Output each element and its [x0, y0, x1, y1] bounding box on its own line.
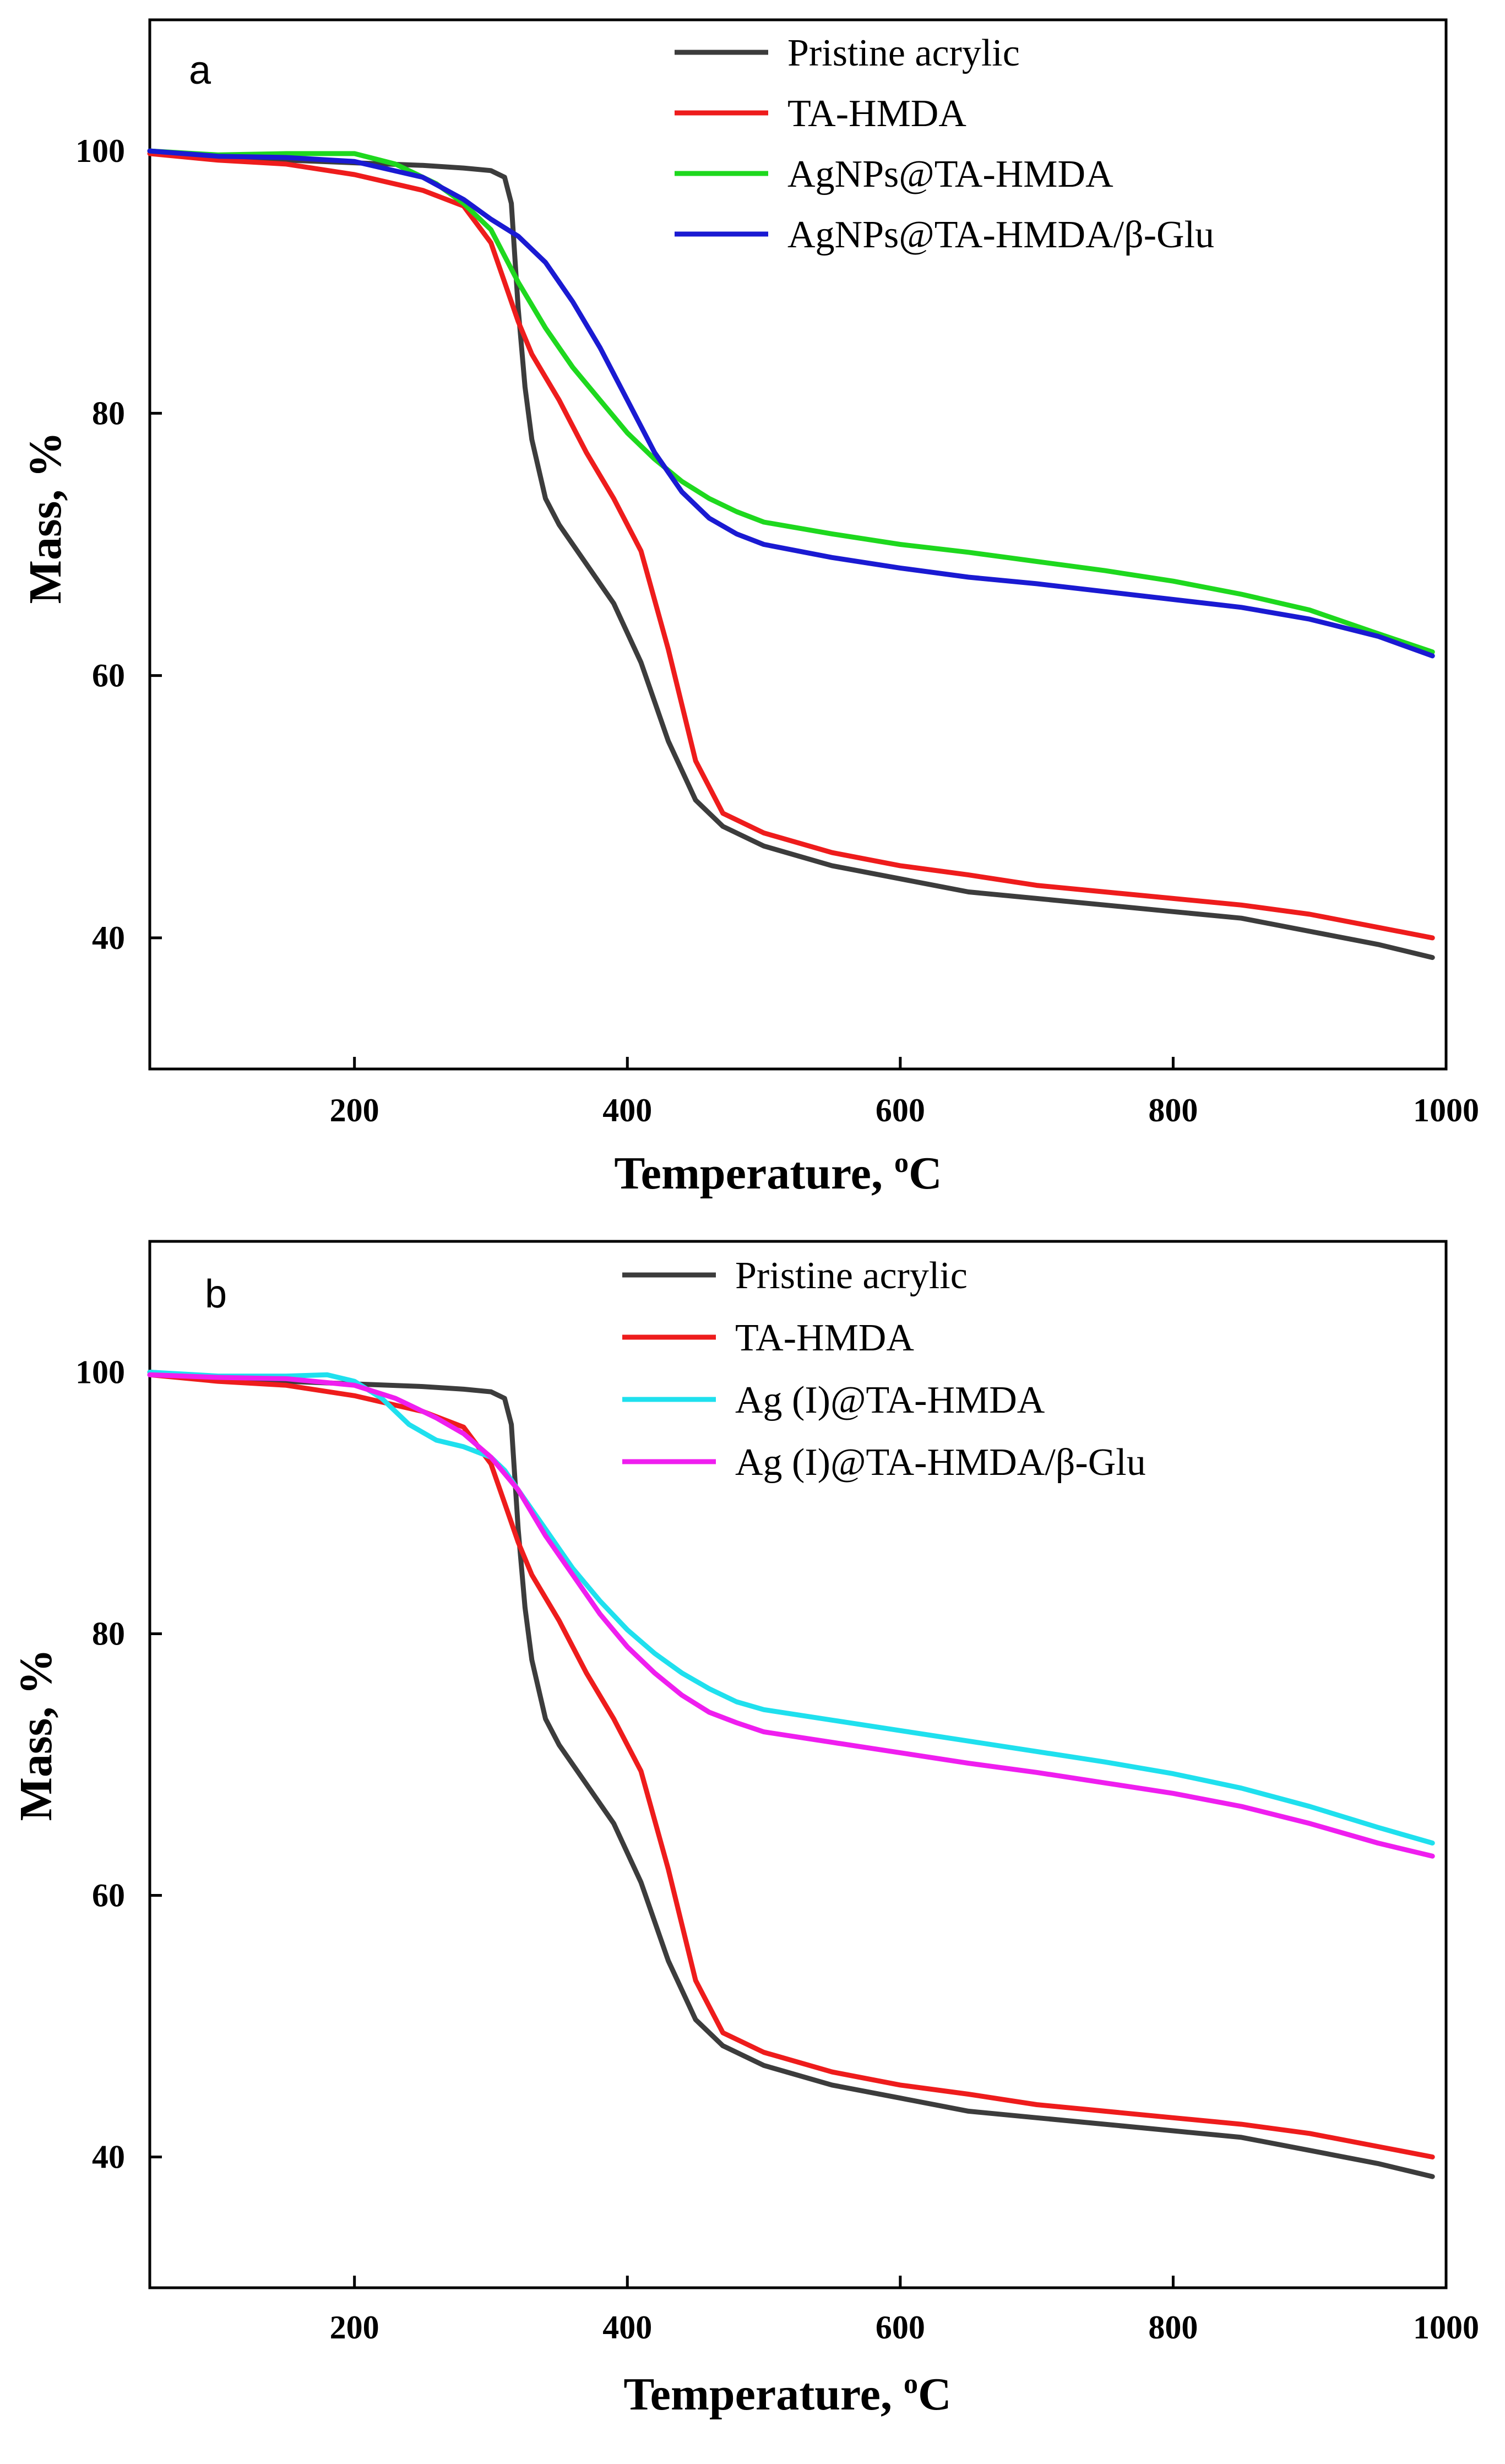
legend-label-2: AgNPs@TA-HMDA: [787, 153, 1113, 196]
y-tick-label-80: 80: [92, 395, 125, 431]
plot-frame: [148, 18, 1448, 1071]
series-line-3: [147, 1372, 1435, 1859]
series-line-1: [147, 151, 1435, 941]
data-curves: [147, 148, 1435, 960]
y-tick-label-40: 40: [92, 2139, 125, 2175]
legend-label-0: Pristine acrylic: [787, 32, 1020, 74]
legend-label-3: AgNPs@TA-HMDA/β-Glu: [787, 214, 1214, 256]
y-axis-title: Mass, %: [20, 432, 71, 604]
series-line-3: [147, 148, 1435, 659]
x-tick-label-1000: 1000: [1413, 1092, 1479, 1128]
y-axis-title: Mass, %: [10, 1649, 62, 1821]
x-tick-label-400: 400: [602, 1092, 652, 1128]
panel-label: b: [205, 1272, 227, 1316]
axis-ticks: 200 400 600 800 1000 40 60 80 100: [75, 133, 1479, 1128]
legend-label-0: Pristine acrylic: [735, 1255, 968, 1297]
y-tick-label-100: 100: [75, 133, 125, 169]
legend-label-2: Ag (I)@TA-HMDA: [735, 1379, 1045, 1421]
legend-label-3: Ag (I)@TA-HMDA/β-Glu: [735, 1441, 1146, 1484]
panel-label: a: [189, 48, 211, 93]
x-tick-label-800: 800: [1148, 2309, 1198, 2346]
panel-b: b Mass, % Temperature, oC 200 400 600 800 10…: [10, 1240, 1479, 2420]
legend: Pristine acrylic TA-HMDA AgNPs@TA-HMDA AgNP…: [675, 32, 1214, 256]
x-tick-label-800: 800: [1148, 1092, 1198, 1128]
x-axis-title: Temperature, oC: [623, 2368, 951, 2420]
legend-label-1: TA-HMDA: [735, 1317, 914, 1359]
data-curves: [147, 1370, 1435, 2179]
series-line-0: [147, 148, 1435, 960]
x-axis-title: Temperature, oC: [614, 1147, 942, 1199]
series-line-0: [147, 1370, 1435, 2179]
x-tick-label-600: 600: [876, 2309, 925, 2346]
axis-ticks: 200 400 600 800 1000 40 60 80 100: [75, 1354, 1479, 2346]
x-tick-label-400: 400: [602, 2309, 652, 2346]
y-tick-label-80: 80: [92, 1616, 125, 1652]
panel-a: a Mass, % Temperature, oC 200 400 600 800 10…: [20, 18, 1479, 1199]
legend: Pristine acrylic TA-HMDA Ag (I)@TA-HMDA Ag …: [622, 1255, 1146, 1484]
x-tick-label-1000: 1000: [1413, 2309, 1479, 2346]
y-tick-label-40: 40: [92, 920, 125, 956]
y-tick-label-60: 60: [92, 658, 125, 694]
series-line-2: [147, 1370, 1435, 1846]
x-tick-label-200: 200: [330, 2309, 379, 2346]
y-tick-label-60: 60: [92, 1877, 125, 1914]
x-tick-label-200: 200: [330, 1092, 379, 1128]
plot-frame: [148, 1240, 1448, 2289]
x-tick-label-600: 600: [876, 1092, 925, 1128]
legend-label-1: TA-HMDA: [787, 93, 966, 135]
series-line-1: [147, 1372, 1435, 2159]
y-tick-label-100: 100: [75, 1354, 125, 1391]
